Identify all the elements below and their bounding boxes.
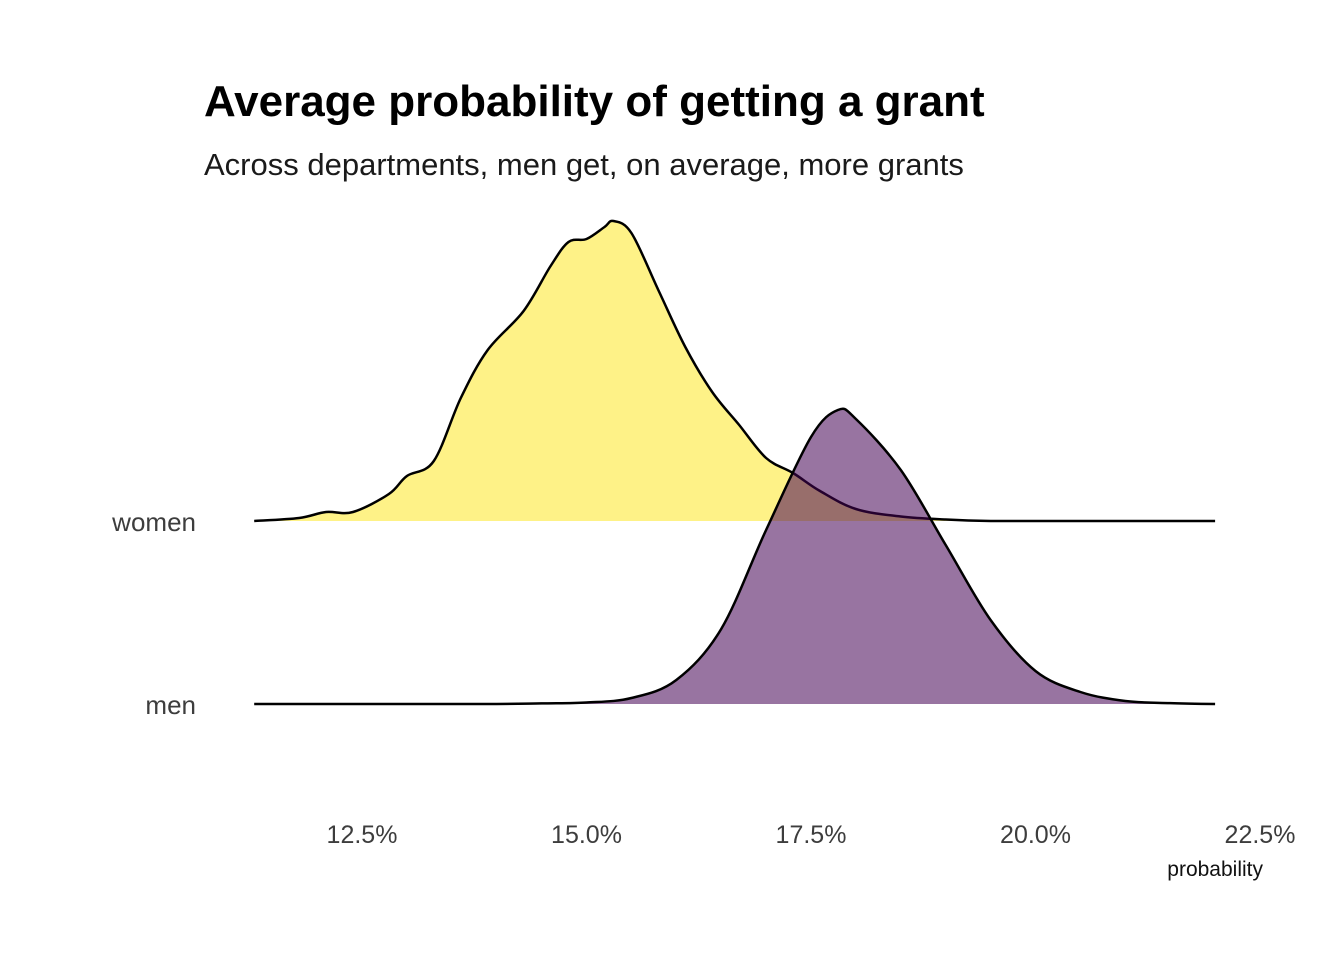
x-tick-label: 20.0% xyxy=(1000,821,1071,849)
x-axis-tick-labels: 12.5% 15.0% 17.5% 20.0% 22.5% xyxy=(327,821,1296,849)
y-label-men: men xyxy=(145,690,196,720)
ridge-area-men xyxy=(254,408,1216,704)
x-tick-label: 12.5% xyxy=(327,821,398,849)
ridge-area-women xyxy=(254,220,1216,521)
chart-title: Average probability of getting a grant xyxy=(204,77,985,126)
ridges xyxy=(254,219,1216,706)
x-tick-label: 22.5% xyxy=(1225,821,1296,849)
x-tick-label: 15.0% xyxy=(551,821,622,849)
y-axis-labels: women men xyxy=(111,507,196,720)
x-axis-title: probability xyxy=(1167,858,1263,881)
chart-subtitle: Across departments, men get, on average,… xyxy=(204,147,964,182)
ridge-line-men xyxy=(254,407,1216,706)
y-label-women: women xyxy=(111,507,196,537)
x-tick-label: 17.5% xyxy=(776,821,847,849)
